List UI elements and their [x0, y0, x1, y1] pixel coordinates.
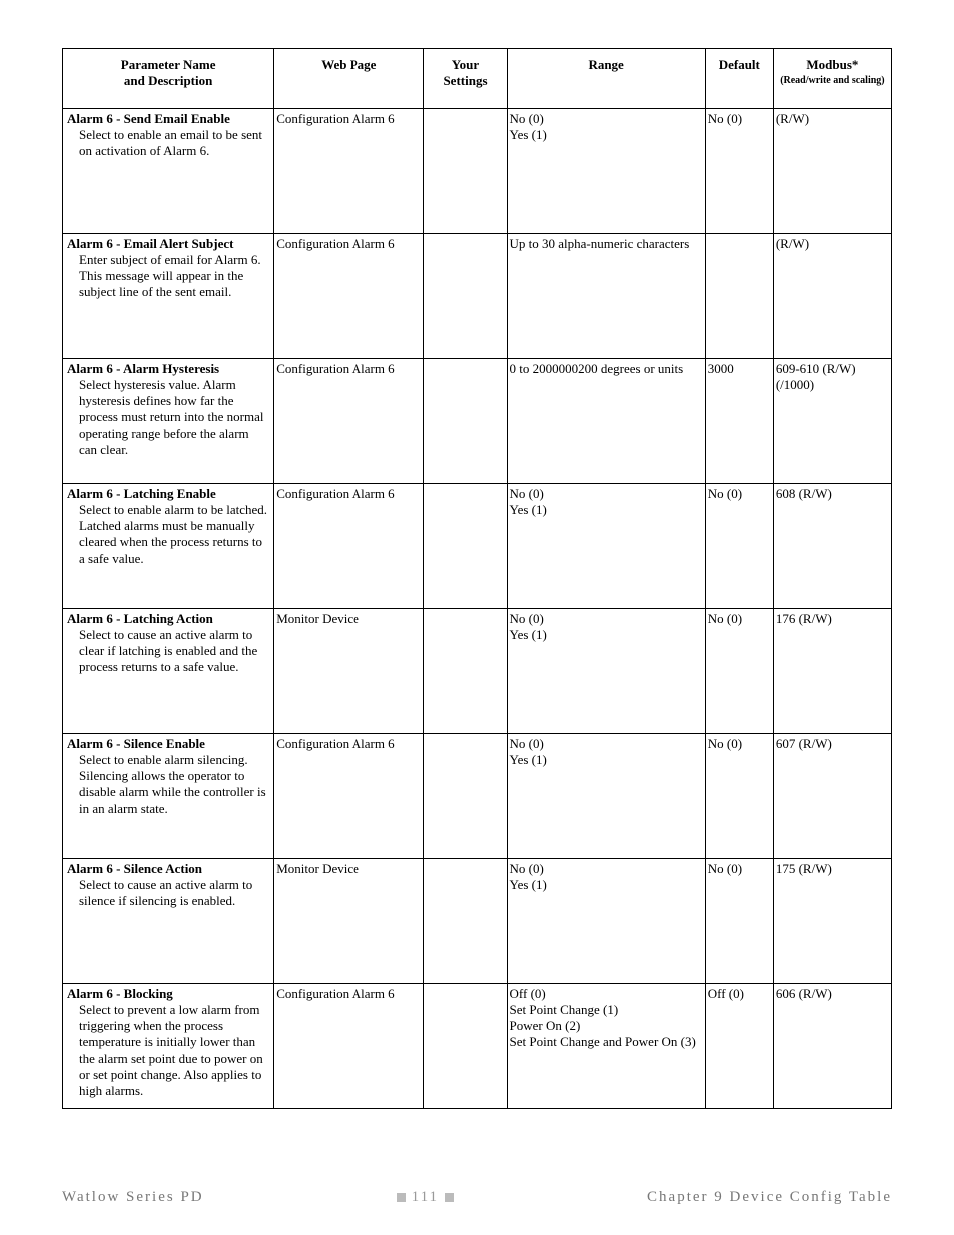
parameter-description: Select to enable alarm silencing. Silenc…: [65, 752, 271, 817]
cell-range: Up to 30 alpha-numeric characters: [507, 233, 705, 358]
table-row: Alarm 6 - Email Alert SubjectEnter subje…: [63, 233, 892, 358]
parameter-name: Alarm 6 - Blocking: [65, 986, 271, 1002]
cell-default: No (0): [705, 608, 773, 733]
cell-range: No (0) Yes (1): [507, 733, 705, 858]
cell-parameter: Alarm 6 - BlockingSelect to prevent a lo…: [63, 983, 274, 1108]
cell-range: No (0) Yes (1): [507, 858, 705, 983]
parameter-description: Select to cause an active alarm to clear…: [65, 627, 271, 676]
parameter-description: Enter subject of email for Alarm 6. This…: [65, 252, 271, 301]
parameter-name: Alarm 6 - Silence Enable: [65, 736, 271, 752]
cell-range: No (0) Yes (1): [507, 483, 705, 608]
footer-square-icon: [397, 1193, 406, 1202]
cell-your-settings: [424, 108, 507, 233]
cell-default: No (0): [705, 483, 773, 608]
cell-webpage: Configuration Alarm 6: [274, 983, 424, 1108]
table-row: Alarm 6 - Alarm HysteresisSelect hystere…: [63, 358, 892, 483]
cell-range: No (0) Yes (1): [507, 608, 705, 733]
cell-webpage: Configuration Alarm 6: [274, 108, 424, 233]
cell-parameter: Alarm 6 - Latching EnableSelect to enabl…: [63, 483, 274, 608]
table-row: Alarm 6 - BlockingSelect to prevent a lo…: [63, 983, 892, 1108]
cell-webpage: Configuration Alarm 6: [274, 358, 424, 483]
parameter-name: Alarm 6 - Send Email Enable: [65, 111, 271, 127]
cell-modbus: (R/W): [773, 108, 891, 233]
col-web: Web Page: [274, 49, 424, 109]
footer-right: Chapter 9 Device Config Table: [647, 1188, 892, 1207]
parameter-table: Parameter Name and Description Web Page …: [62, 48, 892, 1109]
parameter-name: Alarm 6 - Silence Action: [65, 861, 271, 877]
cell-parameter: Alarm 6 - Silence ActionSelect to cause …: [63, 858, 274, 983]
parameter-name: Alarm 6 - Latching Action: [65, 611, 271, 627]
cell-parameter: Alarm 6 - Latching ActionSelect to cause…: [63, 608, 274, 733]
cell-default: [705, 233, 773, 358]
footer-square-icon: [445, 1193, 454, 1202]
cell-parameter: Alarm 6 - Alarm HysteresisSelect hystere…: [63, 358, 274, 483]
cell-modbus: 608 (R/W): [773, 483, 891, 608]
cell-default: No (0): [705, 108, 773, 233]
cell-your-settings: [424, 358, 507, 483]
cell-your-settings: [424, 858, 507, 983]
cell-default: Off (0): [705, 983, 773, 1108]
cell-webpage: Configuration Alarm 6: [274, 733, 424, 858]
cell-webpage: Monitor Device: [274, 608, 424, 733]
col-modbus: Modbus* (Read/write and scaling): [773, 49, 891, 109]
cell-your-settings: [424, 983, 507, 1108]
table-row: Alarm 6 - Latching ActionSelect to cause…: [63, 608, 892, 733]
header-row: Parameter Name and Description Web Page …: [63, 49, 892, 109]
cell-parameter: Alarm 6 - Send Email EnableSelect to ena…: [63, 108, 274, 233]
cell-default: No (0): [705, 733, 773, 858]
cell-modbus: 606 (R/W): [773, 983, 891, 1108]
parameter-description: Select to enable alarm to be latched. La…: [65, 502, 271, 567]
cell-your-settings: [424, 483, 507, 608]
cell-range: 0 to 2000000200 degrees or units: [507, 358, 705, 483]
cell-modbus: 175 (R/W): [773, 858, 891, 983]
table-row: Alarm 6 - Send Email EnableSelect to ena…: [63, 108, 892, 233]
col-param: Parameter Name and Description: [63, 49, 274, 109]
col-range: Range: [507, 49, 705, 109]
parameter-description: Select hysteresis value. Alarm hysteresi…: [65, 377, 271, 458]
cell-webpage: Configuration Alarm 6: [274, 483, 424, 608]
footer-left: Watlow Series PD: [62, 1188, 204, 1207]
col-default: Default: [705, 49, 773, 109]
page-footer: Watlow Series PD 111 Chapter 9 Device Co…: [62, 1160, 892, 1207]
parameter-description: Select to enable an email to be sent on …: [65, 127, 271, 160]
parameter-name: Alarm 6 - Alarm Hysteresis: [65, 361, 271, 377]
table-row: Alarm 6 - Silence EnableSelect to enable…: [63, 733, 892, 858]
cell-default: No (0): [705, 858, 773, 983]
parameter-description: Select to prevent a low alarm from trigg…: [65, 1002, 271, 1100]
parameter-description: Select to cause an active alarm to silen…: [65, 877, 271, 910]
col-settings: Your Settings: [424, 49, 507, 109]
footer-center: 111: [391, 1188, 460, 1207]
cell-parameter: Alarm 6 - Email Alert SubjectEnter subje…: [63, 233, 274, 358]
cell-your-settings: [424, 733, 507, 858]
footer-page-number: 111: [412, 1188, 439, 1207]
cell-webpage: Configuration Alarm 6: [274, 233, 424, 358]
cell-default: 3000: [705, 358, 773, 483]
table-row: Alarm 6 - Silence ActionSelect to cause …: [63, 858, 892, 983]
cell-modbus: 176 (R/W): [773, 608, 891, 733]
cell-your-settings: [424, 608, 507, 733]
cell-modbus: (R/W): [773, 233, 891, 358]
cell-your-settings: [424, 233, 507, 358]
table-row: Alarm 6 - Latching EnableSelect to enabl…: [63, 483, 892, 608]
cell-range: No (0) Yes (1): [507, 108, 705, 233]
cell-modbus: 607 (R/W): [773, 733, 891, 858]
cell-webpage: Monitor Device: [274, 858, 424, 983]
parameter-name: Alarm 6 - Email Alert Subject: [65, 236, 271, 252]
parameter-name: Alarm 6 - Latching Enable: [65, 486, 271, 502]
cell-modbus: 609-610 (R/W) (/1000): [773, 358, 891, 483]
cell-range: Off (0) Set Point Change (1) Power On (2…: [507, 983, 705, 1108]
cell-parameter: Alarm 6 - Silence EnableSelect to enable…: [63, 733, 274, 858]
